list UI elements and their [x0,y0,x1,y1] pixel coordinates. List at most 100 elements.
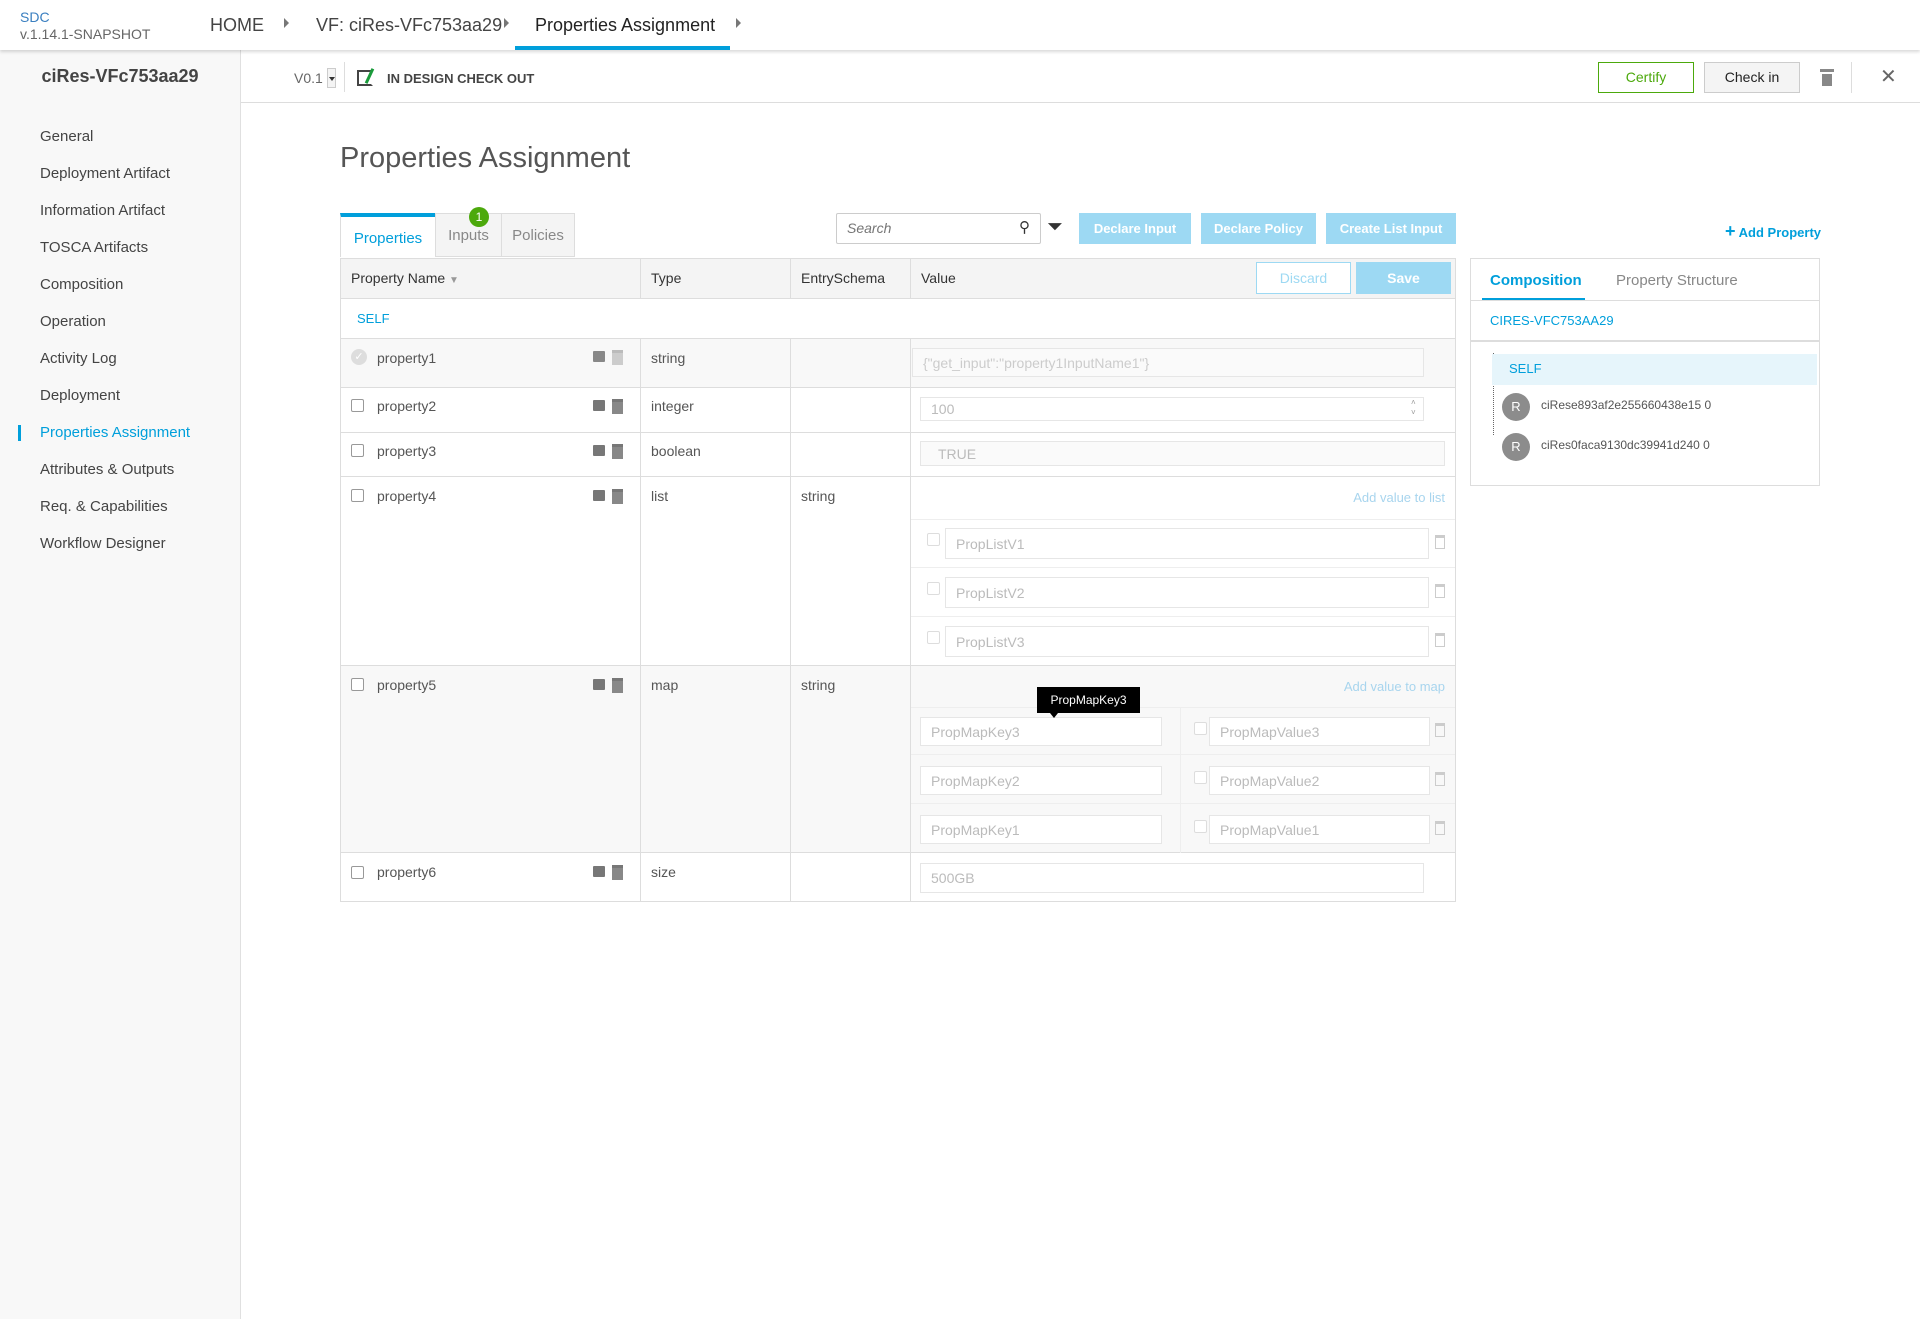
search-field[interactable]: ⚲ [836,213,1041,244]
map-key-input[interactable]: PropMapKey1 [920,815,1162,844]
brand-logo[interactable]: SDC [20,9,50,25]
breadcrumb-current[interactable]: Properties Assignment [535,15,716,35]
row-checkbox[interactable] [351,444,364,457]
delete-icon[interactable] [612,350,623,365]
list-item-checkbox[interactable] [927,582,940,595]
divider [911,616,1455,617]
delete-icon[interactable] [612,489,623,504]
comment-icon[interactable] [593,679,605,690]
version-dropdown-icon[interactable] [327,68,336,88]
delete-icon[interactable] [612,678,623,693]
tab-properties[interactable]: Properties [340,213,436,257]
add-value-to-map-link[interactable]: Add value to map [1343,679,1445,694]
row-checkbox[interactable] [351,489,364,502]
create-list-input-button[interactable]: Create List Input [1326,213,1456,244]
chevron-right-icon[interactable] [736,18,741,28]
table-row[interactable]: ✓ property1 string {"get_input":"propert… [341,339,1455,388]
map-entry-checkbox[interactable] [1194,722,1207,735]
divider [790,259,791,299]
list-item-checkbox[interactable] [927,631,940,644]
property-value-select[interactable]: TRUE [920,441,1445,466]
sidebar-item-attributes-outputs[interactable]: Attributes & Outputs [40,461,175,478]
tab-policies[interactable]: Policies [501,213,575,257]
property-value-field[interactable]: {"get_input":"property1InputName1"} [912,348,1424,377]
root-component-link[interactable]: CIRES-VFC753AA29 [1490,313,1614,328]
composition-panel: Composition Property Structure CIRES-VFC… [1470,258,1820,486]
sidebar-item-workflow-designer[interactable]: Workflow Designer [40,535,166,552]
delete-icon[interactable] [1435,584,1445,598]
tree-item-self[interactable]: SELF [1492,354,1817,385]
search-input[interactable] [847,220,1007,236]
map-entry-checkbox[interactable] [1194,820,1207,833]
comment-icon[interactable] [593,351,605,362]
divider [344,62,345,92]
avatar: R [1502,433,1530,461]
sidebar-item-general[interactable]: General [40,128,94,145]
map-value-input[interactable]: PropMapValue3 [1209,717,1430,746]
map-value-input[interactable]: PropMapValue1 [1209,815,1430,844]
divider [1180,707,1181,853]
column-header-property-name[interactable]: Property Name ▼ [351,270,459,286]
delete-icon[interactable] [1820,69,1834,86]
comment-icon[interactable] [593,445,605,456]
sidebar-item-information-artifact[interactable]: Information Artifact [40,202,166,219]
table-row[interactable]: property4 list string Add value to list … [341,477,1455,666]
certify-button[interactable]: Certify [1598,62,1694,93]
sidebar-item-tosca-artifacts[interactable]: TOSCA Artifacts [40,239,149,256]
sidebar-item-deployment-artifact[interactable]: Deployment Artifact [40,165,171,182]
delete-icon[interactable] [612,399,623,414]
table-row[interactable]: property5 map string Add value to map Pr… [341,666,1455,853]
sidebar-item-properties-assignment[interactable]: Properties Assignment [40,424,191,441]
map-entry-checkbox[interactable] [1194,771,1207,784]
delete-icon[interactable] [612,865,623,880]
map-value-input[interactable]: PropMapValue2 [1209,766,1430,795]
sidebar-item-deployment[interactable]: Deployment [40,387,121,404]
row-checkbox[interactable] [351,678,364,691]
list-item-input[interactable]: PropListV3 [945,626,1429,657]
number-stepper-icon[interactable]: ˄ ˅ [1411,398,1416,417]
tree-item-instance[interactable]: ciRese893af2e255660438e15 0 [1541,398,1712,412]
map-key-input[interactable]: PropMapKey2 [920,766,1162,795]
map-key-input[interactable]: PropMapKey3 [920,717,1162,746]
delete-icon[interactable] [1435,772,1445,786]
save-button[interactable]: Save [1356,262,1451,294]
sidebar-item-composition[interactable]: Composition [40,276,124,293]
discard-button[interactable]: Discard [1256,262,1351,294]
delete-icon[interactable] [1435,821,1445,835]
breadcrumb-home[interactable]: HOME [210,15,264,35]
declare-policy-button[interactable]: Declare Policy [1201,213,1316,244]
list-item-input[interactable]: PropListV1 [945,528,1429,559]
property-value-field[interactable]: 500GB [920,863,1424,893]
delete-icon[interactable] [1435,535,1445,549]
breadcrumb-vf[interactable]: VF: ciRes-VFc753aa29 [316,15,503,35]
delete-icon[interactable] [1435,633,1445,647]
table-row[interactable]: property6 size 500GB [341,853,1455,901]
row-checkbox[interactable] [351,866,364,879]
tree-item-instance[interactable]: ciRes0faca9130dc39941d240 0 [1541,438,1710,452]
list-item-input[interactable]: PropListV2 [945,577,1429,608]
filter-icon[interactable]: ⏷ [1047,216,1063,238]
sidebar-item-req-capabilities[interactable]: Req. & Capabilities [40,498,168,515]
comment-icon[interactable] [593,866,605,877]
add-property-button[interactable]: + Add Property [1725,221,1821,242]
close-icon[interactable]: ✕ [1880,66,1897,88]
sidebar-item-activity-log[interactable]: Activity Log [40,350,117,367]
delete-icon[interactable] [612,444,623,459]
declare-input-button[interactable]: Declare Input [1079,213,1191,244]
tab-composition[interactable]: Composition [1490,272,1582,289]
version-selector[interactable]: V0.1 [294,70,323,86]
row-checkbox[interactable] [351,399,364,412]
search-icon[interactable]: ⚲ [1019,219,1030,236]
comment-icon[interactable] [593,400,605,411]
table-row[interactable]: property2 integer 100 ˄ ˅ [341,388,1455,433]
check-in-button[interactable]: Check in [1704,62,1800,93]
add-value-to-list-link[interactable]: Add value to list [1353,490,1445,505]
sidebar-item-operation[interactable]: Operation [40,313,106,330]
list-item-checkbox[interactable] [927,533,940,546]
delete-icon[interactable] [1435,723,1445,737]
table-row[interactable]: property3 boolean TRUE [341,433,1455,477]
comment-icon[interactable] [593,490,605,501]
tab-property-structure[interactable]: Property Structure [1616,272,1738,289]
tab-inputs[interactable]: Inputs [435,213,502,257]
property-value-number-input[interactable]: 100 [920,397,1424,421]
